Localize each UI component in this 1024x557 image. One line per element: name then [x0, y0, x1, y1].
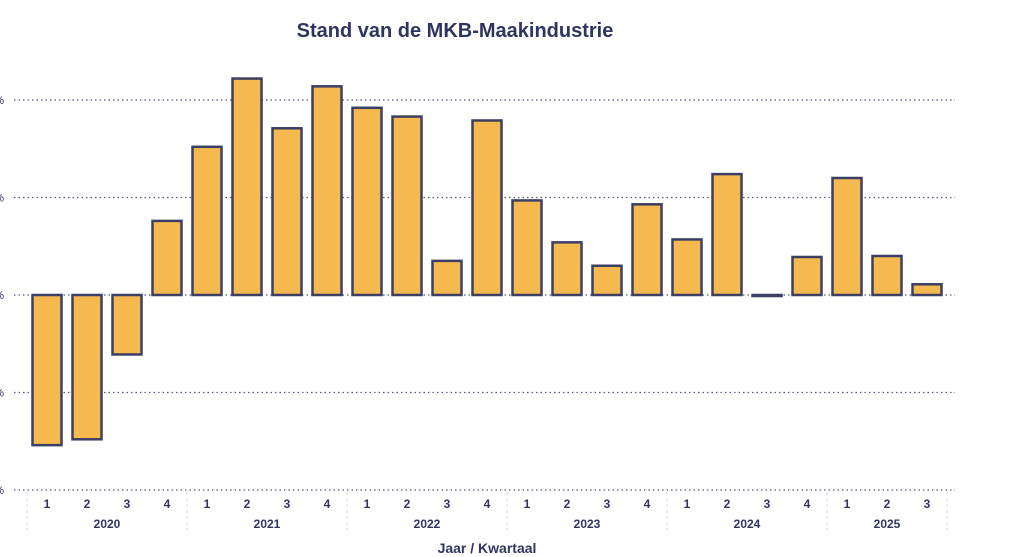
bar: [911, 283, 943, 297]
y-tick-label: %: [0, 388, 4, 400]
x-tick-label: 1: [844, 497, 851, 511]
x-tick-label: 1: [684, 497, 691, 511]
x-tick-label: 4: [484, 497, 491, 511]
x-tick-label: 3: [924, 497, 931, 511]
x-tick-label: 1: [44, 497, 51, 511]
bar: [631, 203, 663, 297]
bar: [111, 293, 143, 356]
year-label: 2021: [254, 517, 281, 531]
x-tick-label: 2: [404, 497, 411, 511]
x-tick-label: 2: [564, 497, 571, 511]
bar: [271, 127, 303, 297]
bar: [831, 176, 863, 297]
bar: [351, 106, 383, 297]
y-tick-label: %: [0, 95, 4, 107]
year-label: 2020: [94, 517, 121, 531]
x-tick-label: 3: [124, 497, 131, 511]
bar: [551, 241, 583, 297]
y-tick-label: %: [0, 290, 4, 302]
x-tick-label: 1: [364, 497, 371, 511]
x-tick-label: 3: [444, 497, 451, 511]
bar: [431, 259, 463, 297]
x-tick-label: 4: [644, 497, 651, 511]
bar: [871, 254, 903, 297]
year-label: 2023: [574, 517, 601, 531]
x-tick-label: 3: [604, 497, 611, 511]
bar: [511, 199, 543, 297]
x-axis-label: Jaar / Kwartaal: [438, 540, 537, 556]
x-tick-label: 3: [284, 497, 291, 511]
bar: [191, 145, 223, 297]
y-tick-label: %: [0, 485, 4, 497]
year-label: 2025: [874, 517, 901, 531]
year-label: 2022: [414, 517, 441, 531]
x-tick-label: 2: [244, 497, 251, 511]
x-tick-label: 2: [724, 497, 731, 511]
x-tick-label: 2: [884, 497, 891, 511]
bar: [231, 77, 263, 297]
bar: [751, 293, 783, 298]
y-tick-label: %: [0, 193, 4, 205]
bar: [791, 255, 823, 297]
x-tick-label: 4: [324, 497, 331, 511]
chart-title: Stand van de MKB-Maakindustrie: [297, 20, 614, 42]
x-tick-label: 4: [164, 497, 171, 511]
x-tick-label: 4: [804, 497, 811, 511]
x-tick-label: 3: [764, 497, 771, 511]
bar: [471, 119, 503, 297]
x-tick-label: 1: [524, 497, 531, 511]
x-tick-label: 2: [84, 497, 91, 511]
bar: [591, 264, 623, 297]
x-tick-label: 1: [204, 497, 211, 511]
bar: [391, 115, 423, 297]
bar: [311, 85, 343, 297]
bar: [671, 238, 703, 297]
year-label: 2024: [734, 517, 761, 531]
bar: [711, 172, 743, 297]
bar: [151, 219, 183, 297]
bar: [71, 293, 103, 441]
bar: [31, 293, 63, 447]
